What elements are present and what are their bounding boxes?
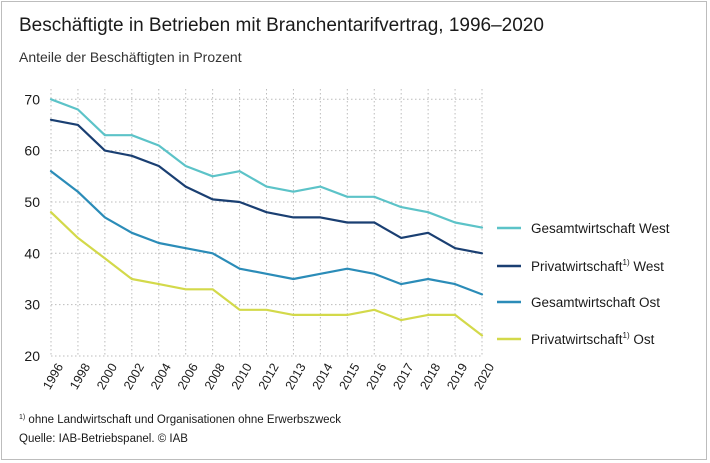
x-tick-label: 2017: [390, 361, 416, 392]
legend-label-1: Gesamtwirtschaft West: [531, 221, 670, 236]
x-tick-label: 2016: [363, 361, 389, 392]
x-tick-label: 2019: [444, 361, 470, 392]
y-tick-label: 20: [24, 348, 40, 364]
y-tick-label: 50: [24, 194, 40, 210]
x-tick-label: 2004: [148, 361, 174, 392]
x-tick-label: 2008: [202, 361, 228, 392]
x-tick-label: 2002: [121, 361, 147, 392]
chart-subtitle: Anteile der Beschäftigten in Prozent: [19, 49, 242, 65]
chart-title: Beschäftigte in Betrieben mit Branchenta…: [19, 15, 544, 36]
x-tick-label: 2010: [229, 361, 255, 392]
footnote: 1) ohne Landwirtschaft und Organisatione…: [19, 414, 341, 426]
x-tick-label: 2006: [175, 361, 201, 392]
source-note: Quelle: IAB-Betriebspanel. © IAB: [19, 433, 188, 445]
x-tick-label: 2014: [310, 361, 336, 392]
x-tick-label: 1998: [67, 361, 93, 392]
legend-label-4: Privatwirtschaft1) Ost: [531, 331, 655, 347]
y-tick-label: 70: [24, 91, 40, 107]
x-tick-label: 2000: [94, 361, 120, 392]
y-tick-label: 60: [24, 143, 40, 159]
x-tick-label: 2012: [256, 361, 282, 392]
x-tick-label: 2013: [283, 361, 309, 392]
x-tick-label: 2020: [471, 361, 497, 392]
footnote-marker: 1): [19, 414, 26, 421]
x-tick-label: 2015: [336, 361, 362, 392]
x-tick-label: 2018: [417, 361, 443, 392]
series-line-1: [49, 98, 484, 229]
series-line-3: [49, 170, 484, 296]
legend-label-2: Privatwirtschaft1) West: [531, 258, 664, 274]
x-tick-label: 1996: [40, 361, 66, 392]
y-tick-label: 30: [24, 297, 40, 313]
footnote-text: ohne Landwirtschaft und Organisationen o…: [25, 414, 342, 426]
y-tick-label: 40: [24, 245, 40, 261]
series-line-4: [49, 211, 484, 337]
series-line-2: [49, 118, 484, 255]
legend-label-3: Gesamtwirtschaft Ost: [531, 295, 660, 310]
